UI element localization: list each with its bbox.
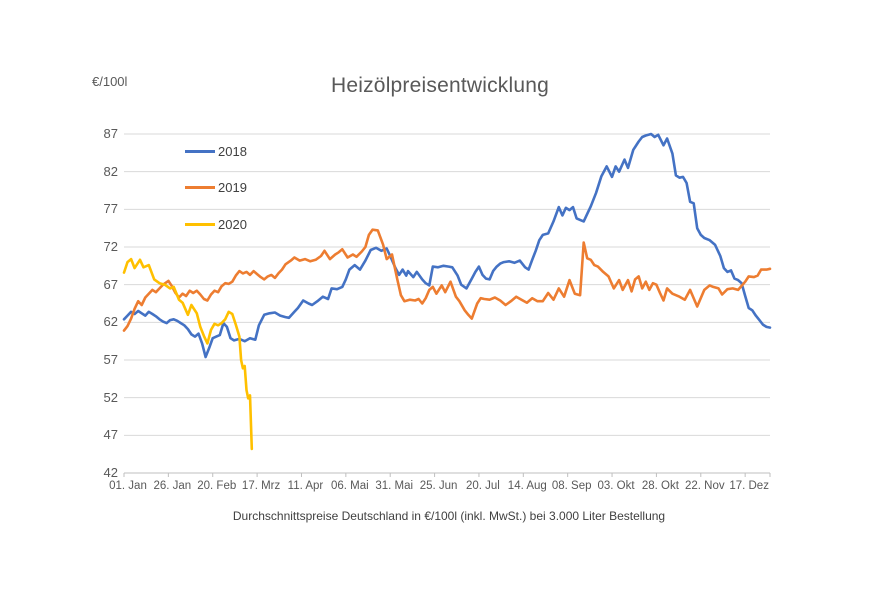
x-tick-label: 03. Okt	[597, 480, 635, 492]
series-line-2019	[122, 228, 772, 332]
x-tick-label: 25. Jun	[419, 480, 458, 492]
legend-item-2019: 2019	[185, 180, 247, 196]
x-tick-label: 14. Aug	[507, 480, 547, 492]
x-tick-label: 01. Jan	[109, 480, 147, 492]
x-tick-label: 20. Feb	[197, 480, 237, 492]
legend-label: 2019	[218, 180, 247, 195]
y-tick-label: 87	[103, 126, 118, 141]
legend-swatch-2018	[185, 149, 215, 153]
chart-subtitle: Durchschnittspreise Deutschland in €/100…	[232, 509, 666, 523]
x-tick-label: 26. Jan	[153, 480, 192, 492]
x-tick-label: 28. Okt	[641, 480, 679, 492]
y-tick-label: 47	[103, 427, 118, 443]
y-axis-unit-label: €/100l	[92, 74, 128, 89]
y-tick-label: 42	[103, 465, 118, 480]
legend-item-2018: 2018	[185, 143, 247, 159]
legend-item-2020: 2020	[185, 216, 247, 232]
chart-title: Heizölpreisentwicklung	[331, 74, 549, 97]
legend-label: 2020	[218, 216, 247, 232]
y-tick-label: 52	[103, 389, 118, 405]
y-tick-label: 67	[103, 276, 118, 292]
x-tick-label: 17. Mrz	[241, 480, 281, 492]
y-tick-label: 62	[103, 314, 118, 330]
x-tick-label: 11. Apr	[287, 480, 324, 492]
legend-swatch-2020	[185, 222, 215, 226]
series-line-2020	[122, 257, 254, 451]
y-tick-label: 57	[103, 352, 118, 367]
x-tick-label: 20. Jul	[465, 480, 500, 492]
legend-label: 2018	[218, 143, 247, 159]
y-tick-label: 82	[103, 163, 118, 179]
y-tick-label: 72	[103, 239, 118, 254]
x-tick-label: 06. Mai	[330, 480, 369, 492]
x-tick-label: 08. Sep	[551, 480, 592, 492]
x-tick-label: 17. Dez	[729, 480, 769, 492]
x-tick-label: 22. Nov	[684, 480, 725, 492]
y-tick-label: 77	[103, 201, 118, 217]
series-line-2018	[122, 132, 772, 359]
legend-swatch-2019	[185, 186, 215, 189]
x-tick-label: 31. Mai	[375, 480, 414, 492]
